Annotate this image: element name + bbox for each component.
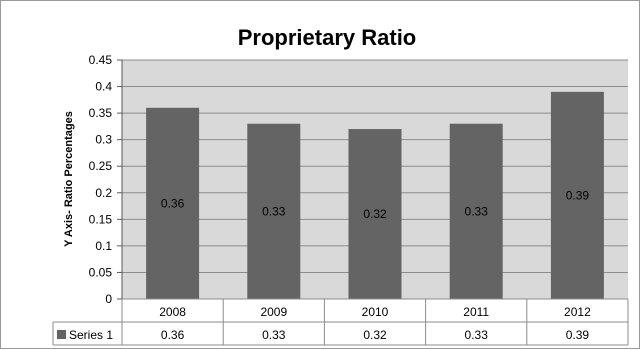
series-name-label: Series 1 xyxy=(69,328,113,342)
bar-value-label: 0.36 xyxy=(161,196,185,210)
y-tick-label: 0.4 xyxy=(95,80,112,94)
table-value-cell: 0.33 xyxy=(465,328,489,342)
bar xyxy=(449,123,503,299)
y-tick-label: 0 xyxy=(105,292,112,306)
y-tick-label: 0.15 xyxy=(89,212,113,226)
table-value-cell: 0.32 xyxy=(363,328,387,342)
y-tick-label: 0.25 xyxy=(89,159,113,173)
y-tick-label: 0.1 xyxy=(95,239,112,253)
x-category-label: 2012 xyxy=(564,305,591,319)
bar-value-label: 0.33 xyxy=(262,204,286,218)
data-table: 2008 0.36 2009 0.33 2010 0.32 2011 0.33 2012 0.39… xyxy=(52,298,629,346)
bar-value-label: 0.39 xyxy=(566,188,590,202)
x-category-label: 2009 xyxy=(260,305,287,319)
y-tick-label: 0.3 xyxy=(95,133,112,147)
bar xyxy=(348,129,402,299)
bar-value-label: 0.33 xyxy=(465,204,489,218)
table-value-cell: 0.33 xyxy=(262,328,286,342)
plot-area: 0 0.05 0.1 0.15 0.2 0.25 0.3 0.35 0.4 0.45 0.36 0.3… xyxy=(89,53,628,306)
bar-value-label: 0.32 xyxy=(363,207,387,221)
y-tick-label: 0.45 xyxy=(89,53,113,67)
y-axis-label: Y Axis- Ratio Percentages xyxy=(63,111,75,247)
x-category-label: 2008 xyxy=(159,305,186,319)
y-tick-label: 0.05 xyxy=(89,265,113,279)
table-value-cell: 0.36 xyxy=(161,328,185,342)
x-category-label: 2011 xyxy=(463,305,489,319)
bar xyxy=(550,91,604,299)
bar xyxy=(146,107,200,299)
y-tick-label: 0.2 xyxy=(95,186,112,200)
y-tick-label: 0.35 xyxy=(89,106,113,120)
series-legend-key xyxy=(57,330,66,339)
x-category-label: 2010 xyxy=(362,305,389,319)
bar xyxy=(247,123,301,299)
chart-title: Proprietary Ratio xyxy=(238,25,417,50)
table-value-cell: 0.39 xyxy=(566,328,590,342)
